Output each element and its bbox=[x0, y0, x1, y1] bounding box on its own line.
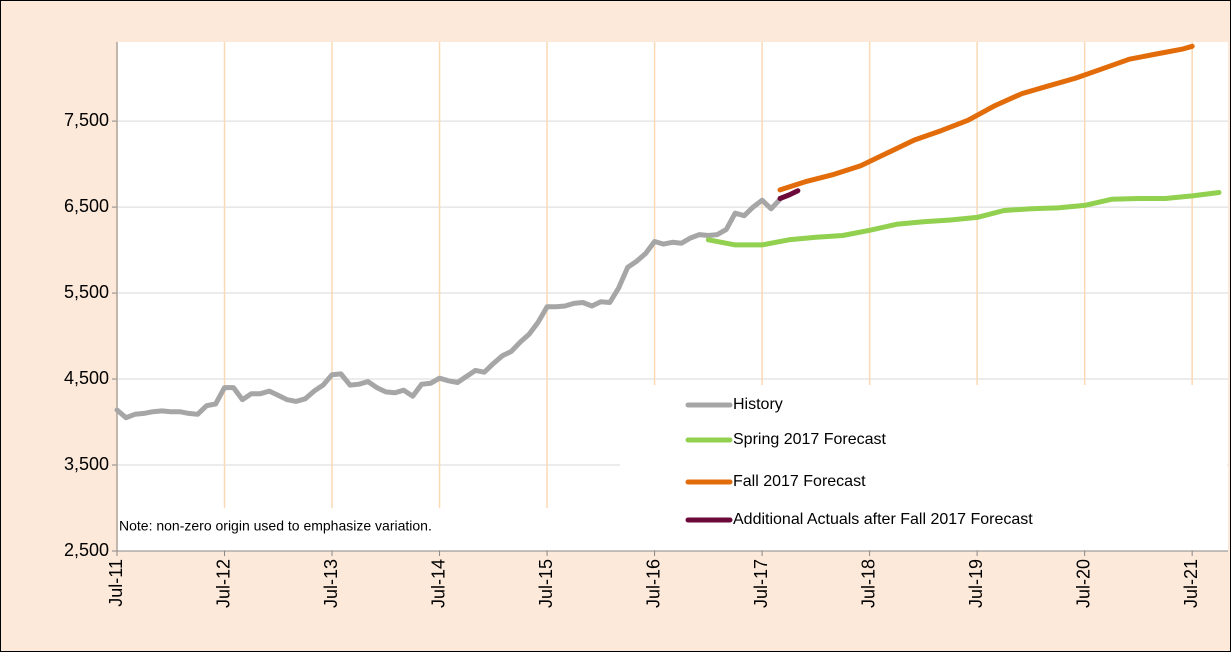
x-tick-label: Jul-18 bbox=[858, 559, 878, 608]
series-line bbox=[705, 190, 1222, 248]
x-tick-label: Jul-21 bbox=[1181, 559, 1201, 608]
x-tick-label: Jul-17 bbox=[751, 559, 771, 608]
y-tick-label: 7,500 bbox=[64, 110, 109, 130]
x-tick-label: Jul-20 bbox=[1073, 559, 1093, 608]
x-tick-label: Jul-15 bbox=[536, 559, 556, 608]
y-tick-label: 6,500 bbox=[64, 196, 109, 216]
note: Note: non-zero origin used to emphasize … bbox=[119, 518, 432, 534]
legend-label: Fall 2017 Forecast bbox=[733, 473, 866, 490]
x-tick-label: Jul-12 bbox=[213, 559, 233, 608]
y-tick-label: 5,500 bbox=[64, 282, 109, 302]
series-line bbox=[114, 196, 783, 421]
y-tick-label: 4,500 bbox=[64, 368, 109, 388]
legend-label: History bbox=[733, 396, 783, 413]
x-tick-label: Jul-19 bbox=[966, 559, 986, 608]
series-line bbox=[777, 188, 801, 201]
legend-label: Spring 2017 Forecast bbox=[733, 431, 887, 448]
x-tick-label: Jul-14 bbox=[428, 559, 448, 608]
y-tick-label: 2,500 bbox=[64, 540, 109, 560]
x-tick-label: Jul-16 bbox=[643, 559, 663, 608]
note-box bbox=[118, 508, 548, 550]
series-line bbox=[777, 43, 1195, 193]
legend-label: Additional Actuals after Fall 2017 Forec… bbox=[733, 511, 1033, 528]
y-tick-label: 3,500 bbox=[64, 454, 109, 474]
x-tick-label: Jul-13 bbox=[321, 559, 341, 608]
x-tick-label: Jul-11 bbox=[106, 559, 126, 607]
